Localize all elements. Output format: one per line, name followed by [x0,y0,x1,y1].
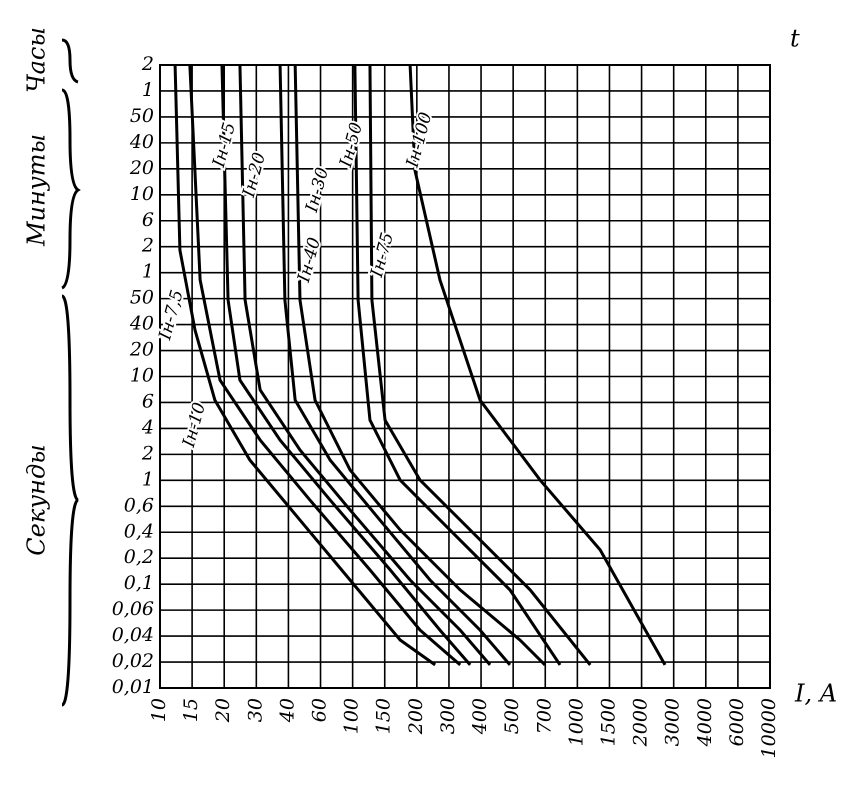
series-label: Iн-50 [336,120,367,170]
x-tick-label: 200 [405,698,427,735]
curve [238,64,492,666]
x-tick-label: 20 [212,698,234,723]
y-tick-label: 0,02 [112,650,154,672]
x-tick-label: 100 [341,698,363,734]
series-label: Iн-10 [179,400,210,450]
curve [278,64,512,666]
y-tick-label: 2 [141,53,154,75]
x-tick-label: 40 [276,698,298,723]
y-tick-label: 0,2 [124,546,154,568]
x-tick-label: 6000 [726,698,748,746]
x-tick-label: 60 [309,698,331,722]
y-axis-label: t [790,25,800,53]
y-tick-label: 0,1 [124,572,154,594]
series-label: Iн-15 [209,120,240,170]
y-tick-label: 10 [130,183,154,205]
y-tick-label: 6 [142,390,154,412]
x-tick-label: 500 [501,698,523,734]
x-tick-label: 300 [437,698,459,734]
curve [408,64,667,666]
x-tick-label: 400 [469,698,491,735]
y-group-label: Минуты [23,134,51,247]
y-tick-label: 40 [129,313,154,335]
x-tick-label: 2000 [630,698,652,747]
curve [173,64,437,667]
y-tick-label: 2 [141,442,154,464]
x-tick-label: 15 [180,698,202,722]
x-tick-label: 10000 [758,698,780,758]
y-tick-label: 10 [130,365,154,387]
series-label: Iн-100 [402,110,436,171]
y-tick-label: 0,06 [112,598,154,620]
curve [353,64,562,666]
curve [368,64,592,666]
y-tick-label: 0,6 [124,494,154,516]
x-tick-label: 4000 [694,698,716,747]
y-tick-label: 20 [129,339,154,361]
x-tick-label: 700 [533,698,555,734]
curve [220,64,472,666]
y-group-label: Часы [23,27,51,93]
y-tick-label: 20 [129,157,154,179]
y-tick-label: 40 [129,131,154,153]
y-tick-label: 50 [130,105,154,127]
y-tick-label: 0,01 [112,676,154,698]
x-axis-label: I, A [794,680,837,708]
x-tick-label: 1000 [565,698,587,746]
y-tick-label: 1 [142,79,154,101]
y-tick-label: 1 [142,261,154,283]
curve [188,64,462,667]
y-group-label: Секунды [23,444,51,555]
curve [293,64,547,666]
x-tick-label: 10 [148,698,170,722]
y-tick-label: 0,04 [112,624,154,646]
series-label: Iн-30 [302,165,333,215]
bracket [61,38,81,707]
y-tick-label: 4 [141,416,154,438]
x-tick-label: 3000 [662,698,684,746]
x-tick-label: 1500 [597,698,619,746]
y-tick-label: 50 [130,287,154,309]
y-tick-label: 2 [141,235,154,257]
x-tick-label: 150 [373,698,395,734]
y-tick-label: 6 [142,209,154,231]
y-tick-label: 0,4 [124,520,154,542]
x-tick-label: 30 [244,698,266,722]
y-tick-label: 1 [142,468,154,490]
